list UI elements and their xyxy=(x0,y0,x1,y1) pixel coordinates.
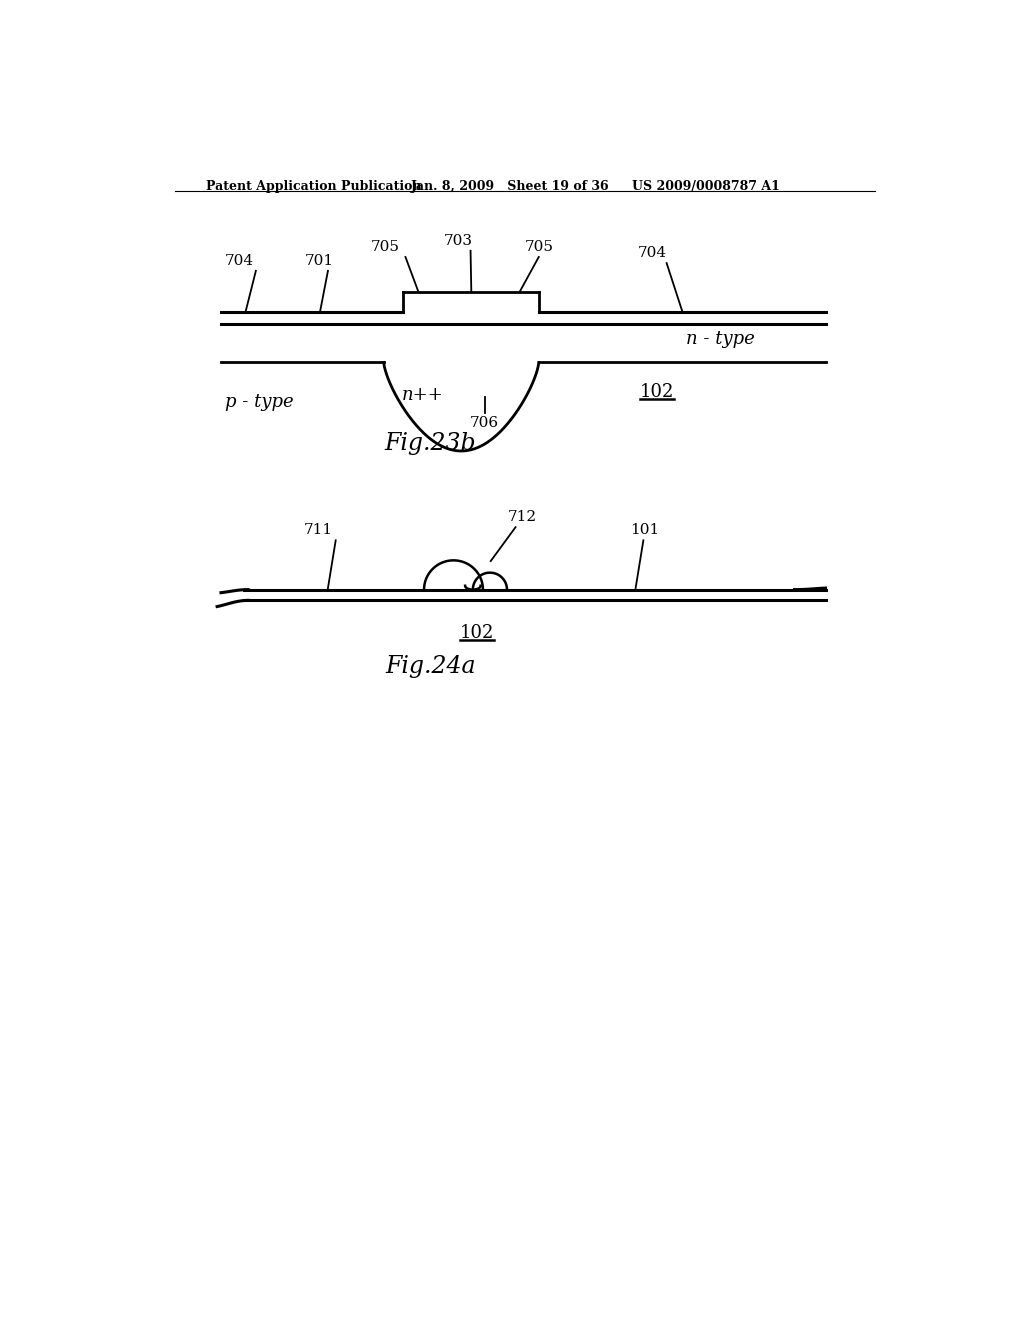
Text: 101: 101 xyxy=(630,523,659,537)
Text: 701: 701 xyxy=(305,253,334,268)
Text: n++: n++ xyxy=(401,385,443,404)
Text: 703: 703 xyxy=(444,234,473,248)
Text: Jan. 8, 2009   Sheet 19 of 36: Jan. 8, 2009 Sheet 19 of 36 xyxy=(411,180,609,193)
Text: Fig.24a: Fig.24a xyxy=(385,655,475,678)
Text: US 2009/0008787 A1: US 2009/0008787 A1 xyxy=(632,180,779,193)
Text: 706: 706 xyxy=(470,416,499,430)
Text: Patent Application Publication: Patent Application Publication xyxy=(206,180,421,193)
Text: 705: 705 xyxy=(371,240,399,253)
Text: 102: 102 xyxy=(460,624,494,642)
Text: 704: 704 xyxy=(225,253,254,268)
Text: n - type: n - type xyxy=(686,330,755,348)
Text: 704: 704 xyxy=(638,246,667,260)
Text: 712: 712 xyxy=(508,510,537,524)
Text: 705: 705 xyxy=(524,240,554,253)
Text: Fig.23b: Fig.23b xyxy=(384,432,476,455)
Text: 102: 102 xyxy=(640,383,674,401)
Text: p - type: p - type xyxy=(225,393,294,412)
Text: 711: 711 xyxy=(304,523,333,537)
